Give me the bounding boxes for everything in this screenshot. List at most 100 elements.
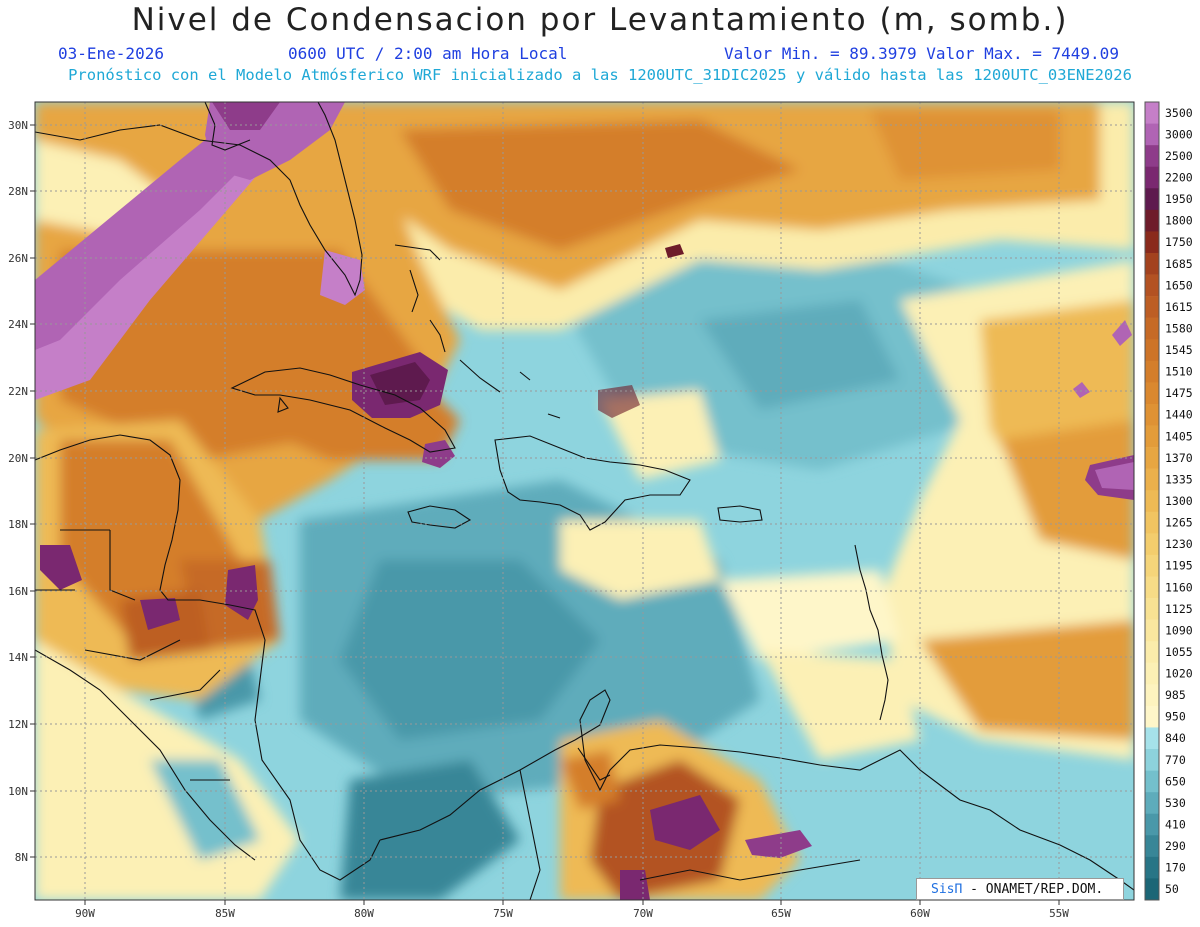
- credit-text: - ONAMET/REP.DOM.: [970, 882, 1104, 897]
- colorbar-label: 1090: [1165, 623, 1193, 637]
- colorbar-swatch: [1145, 856, 1159, 879]
- colorbar-label: 1615: [1165, 300, 1193, 314]
- colorbar-swatch: [1145, 468, 1159, 491]
- colorbar-label: 950: [1165, 710, 1186, 724]
- colorbar-swatch: [1145, 576, 1159, 599]
- colorbar-swatch: [1145, 403, 1159, 426]
- colorbar-swatch: [1145, 792, 1159, 815]
- colorbar-swatch: [1145, 296, 1159, 318]
- colorbar-swatch: [1145, 188, 1159, 211]
- lat-label: 18N: [8, 518, 28, 531]
- colorbar-swatch: [1145, 533, 1159, 556]
- colorbar-label: 1265: [1165, 516, 1193, 530]
- lat-label: 12N: [8, 718, 28, 731]
- lon-label: 65W: [771, 907, 791, 920]
- colorbar-swatch: [1145, 317, 1159, 340]
- colorbar-label: 1230: [1165, 537, 1193, 551]
- colorbar-label: 1685: [1165, 257, 1193, 271]
- lat-label: 10N: [8, 785, 28, 798]
- colorbar-label: 1580: [1165, 321, 1193, 335]
- lat-label: 16N: [8, 585, 28, 598]
- map-frame: [34, 101, 1135, 901]
- colorbar-label: 3500: [1165, 106, 1193, 120]
- colorbar-swatch: [1145, 209, 1159, 232]
- colorbar-swatch: [1145, 166, 1159, 189]
- colorbar-swatch: [1145, 662, 1159, 685]
- colorbar-swatch: [1145, 102, 1159, 124]
- lat-label: 30N: [8, 119, 28, 132]
- colorbar-label: 530: [1165, 796, 1186, 810]
- lat-label: 14N: [8, 651, 28, 664]
- valid-date: 03-Ene-2026: [58, 44, 164, 63]
- colorbar-swatch: [1145, 274, 1159, 297]
- forecast-description: Pronóstico con el Modelo Atmósferico WRF…: [68, 66, 1132, 84]
- lon-label: 85W: [215, 907, 235, 920]
- colorbar-swatch: [1145, 749, 1159, 771]
- colorbar-swatch: [1145, 425, 1159, 448]
- colorbar-label: 3000: [1165, 127, 1193, 141]
- colorbar-swatch: [1145, 554, 1159, 577]
- colorbar-swatch: [1145, 727, 1159, 750]
- colorbar-label: 1370: [1165, 451, 1193, 465]
- colorbar-label: 2500: [1165, 149, 1193, 163]
- colorbar-swatch: [1145, 382, 1159, 405]
- colorbar-label: 50: [1165, 882, 1179, 896]
- colorbar-label: 1650: [1165, 278, 1193, 292]
- coastlines: [35, 102, 1134, 900]
- colorbar-label: 1440: [1165, 408, 1193, 422]
- colorbar-swatch: [1145, 770, 1159, 793]
- lat-label: 28N: [8, 185, 28, 198]
- colorbar-swatch: [1145, 339, 1159, 362]
- colorbar-label: 650: [1165, 774, 1186, 788]
- lon-label: 75W: [493, 907, 513, 920]
- colorbar-swatch: [1145, 123, 1159, 146]
- colorbar-label: 1475: [1165, 386, 1193, 400]
- colorbar-label: 985: [1165, 688, 1186, 702]
- colorbar-label: 1020: [1165, 667, 1193, 681]
- lat-label: 24N: [8, 318, 28, 331]
- colorbar-swatch: [1145, 511, 1159, 534]
- colorbar-label: 1195: [1165, 559, 1193, 573]
- colorbar-label: 1800: [1165, 214, 1193, 228]
- colorbar-label: 2200: [1165, 170, 1193, 184]
- colorbar-label: 1950: [1165, 192, 1193, 206]
- lat-label: 22N: [8, 385, 28, 398]
- colorbar-label: 770: [1165, 753, 1186, 767]
- colorbar-swatch: [1145, 490, 1159, 513]
- colorbar-label: 410: [1165, 818, 1186, 832]
- lat-label: 8N: [15, 851, 28, 864]
- colorbar-label: 840: [1165, 731, 1186, 745]
- colorbar-label: 1300: [1165, 494, 1193, 508]
- colorbar-swatch: [1145, 360, 1159, 383]
- lon-label: 70W: [633, 907, 653, 920]
- colorbar-label: 170: [1165, 861, 1186, 875]
- lon-label: 60W: [910, 907, 930, 920]
- colorbar-label: 1545: [1165, 343, 1193, 357]
- colorbar-swatch: [1145, 878, 1159, 901]
- map-title: Nivel de Condensacion por Levantamiento …: [131, 2, 1069, 38]
- lat-label: 26N: [8, 252, 28, 265]
- colorbar-label: 1750: [1165, 235, 1193, 249]
- colorbar-label: 1510: [1165, 365, 1193, 379]
- lon-label: 80W: [354, 907, 374, 920]
- colorbar-label: 290: [1165, 839, 1186, 853]
- colorbar-swatch: [1145, 684, 1159, 707]
- colorbar-swatch: [1145, 813, 1159, 836]
- colorbar: 3500 3000 2500 2200 1950 1800 1750 1685 1650 1615…: [1144, 101, 1193, 901]
- shaded-field: [35, 102, 1134, 900]
- graticule: [35, 102, 1134, 900]
- min-max-values: Valor Min. = 89.3979 Valor Max. = 7449.0…: [724, 44, 1119, 63]
- longitude-labels: 90W 85W 80W 75W 70W 65W 60W 55W: [75, 907, 1069, 920]
- lat-label: 20N: [8, 452, 28, 465]
- latitude-labels: 30N 28N 26N 24N 22N 20N 18N 16N 14N 12N …: [8, 119, 28, 864]
- lon-label: 90W: [75, 907, 95, 920]
- colorbar-swatch: [1145, 705, 1159, 728]
- colorbar-swatch: [1145, 231, 1159, 254]
- colorbar-label: 1335: [1165, 472, 1193, 486]
- colorbar-swatch: [1145, 252, 1159, 275]
- colorbar-label: 1125: [1165, 602, 1193, 616]
- colorbar-swatch: [1145, 598, 1159, 620]
- credit-box: SisΠ - ONAMET/REP.DOM.: [916, 878, 1124, 900]
- colorbar-swatch: [1145, 447, 1159, 469]
